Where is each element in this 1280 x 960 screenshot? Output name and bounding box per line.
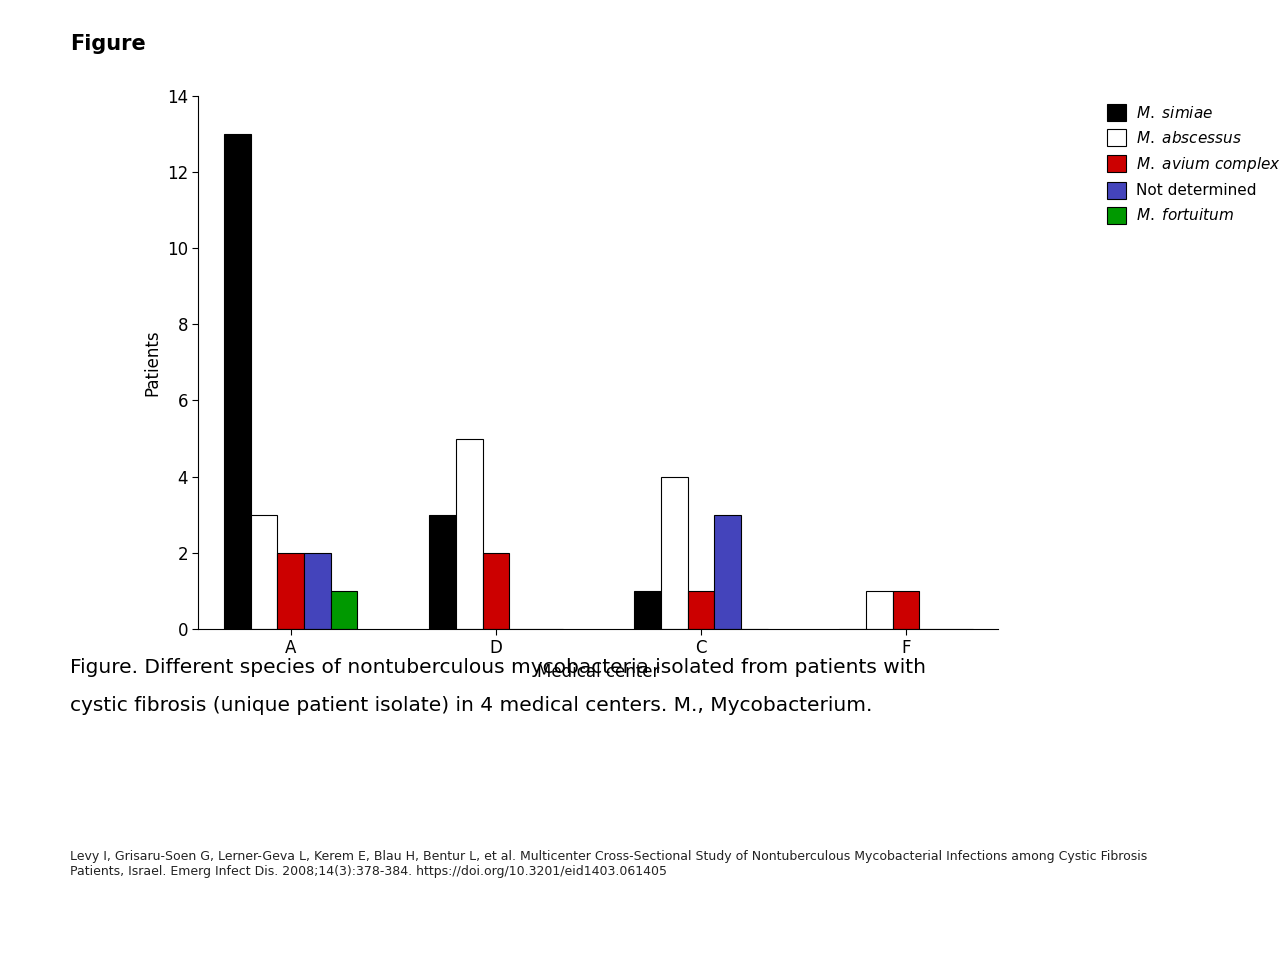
Bar — [305, 553, 330, 629]
Bar — [892, 590, 919, 629]
Text: Levy I, Grisaru-Soen G, Lerner-Geva L, Kerem E, Blau H, Bentur L, et al. Multice: Levy I, Grisaru-Soen G, Lerner-Geva L, K… — [70, 850, 1148, 877]
Bar — [330, 590, 357, 629]
Bar — [278, 553, 305, 629]
X-axis label: Medical center: Medical center — [538, 662, 659, 681]
Bar — [867, 590, 892, 629]
Bar — [224, 134, 251, 629]
Bar — [456, 439, 483, 629]
Bar — [429, 515, 456, 629]
Text: Figure. Different species of nontuberculous mycobacteria isolated from patients : Figure. Different species of nontubercul… — [70, 658, 927, 677]
Legend: $\it{M.\ simiae}$, $\it{M.\ abscessus}$, $\it{M.\ avium\ complex}$, Not determin: $\it{M.\ simiae}$, $\it{M.\ abscessus}$,… — [1101, 98, 1280, 229]
Bar — [635, 590, 660, 629]
Bar — [660, 476, 687, 629]
Text: cystic fibrosis (unique patient isolate) in 4 medical centers. M., Mycobacterium: cystic fibrosis (unique patient isolate)… — [70, 696, 873, 715]
Text: Figure: Figure — [70, 34, 146, 54]
Bar — [251, 515, 278, 629]
Y-axis label: Patients: Patients — [143, 329, 161, 396]
Bar — [483, 553, 509, 629]
Bar — [714, 515, 741, 629]
Bar — [687, 590, 714, 629]
